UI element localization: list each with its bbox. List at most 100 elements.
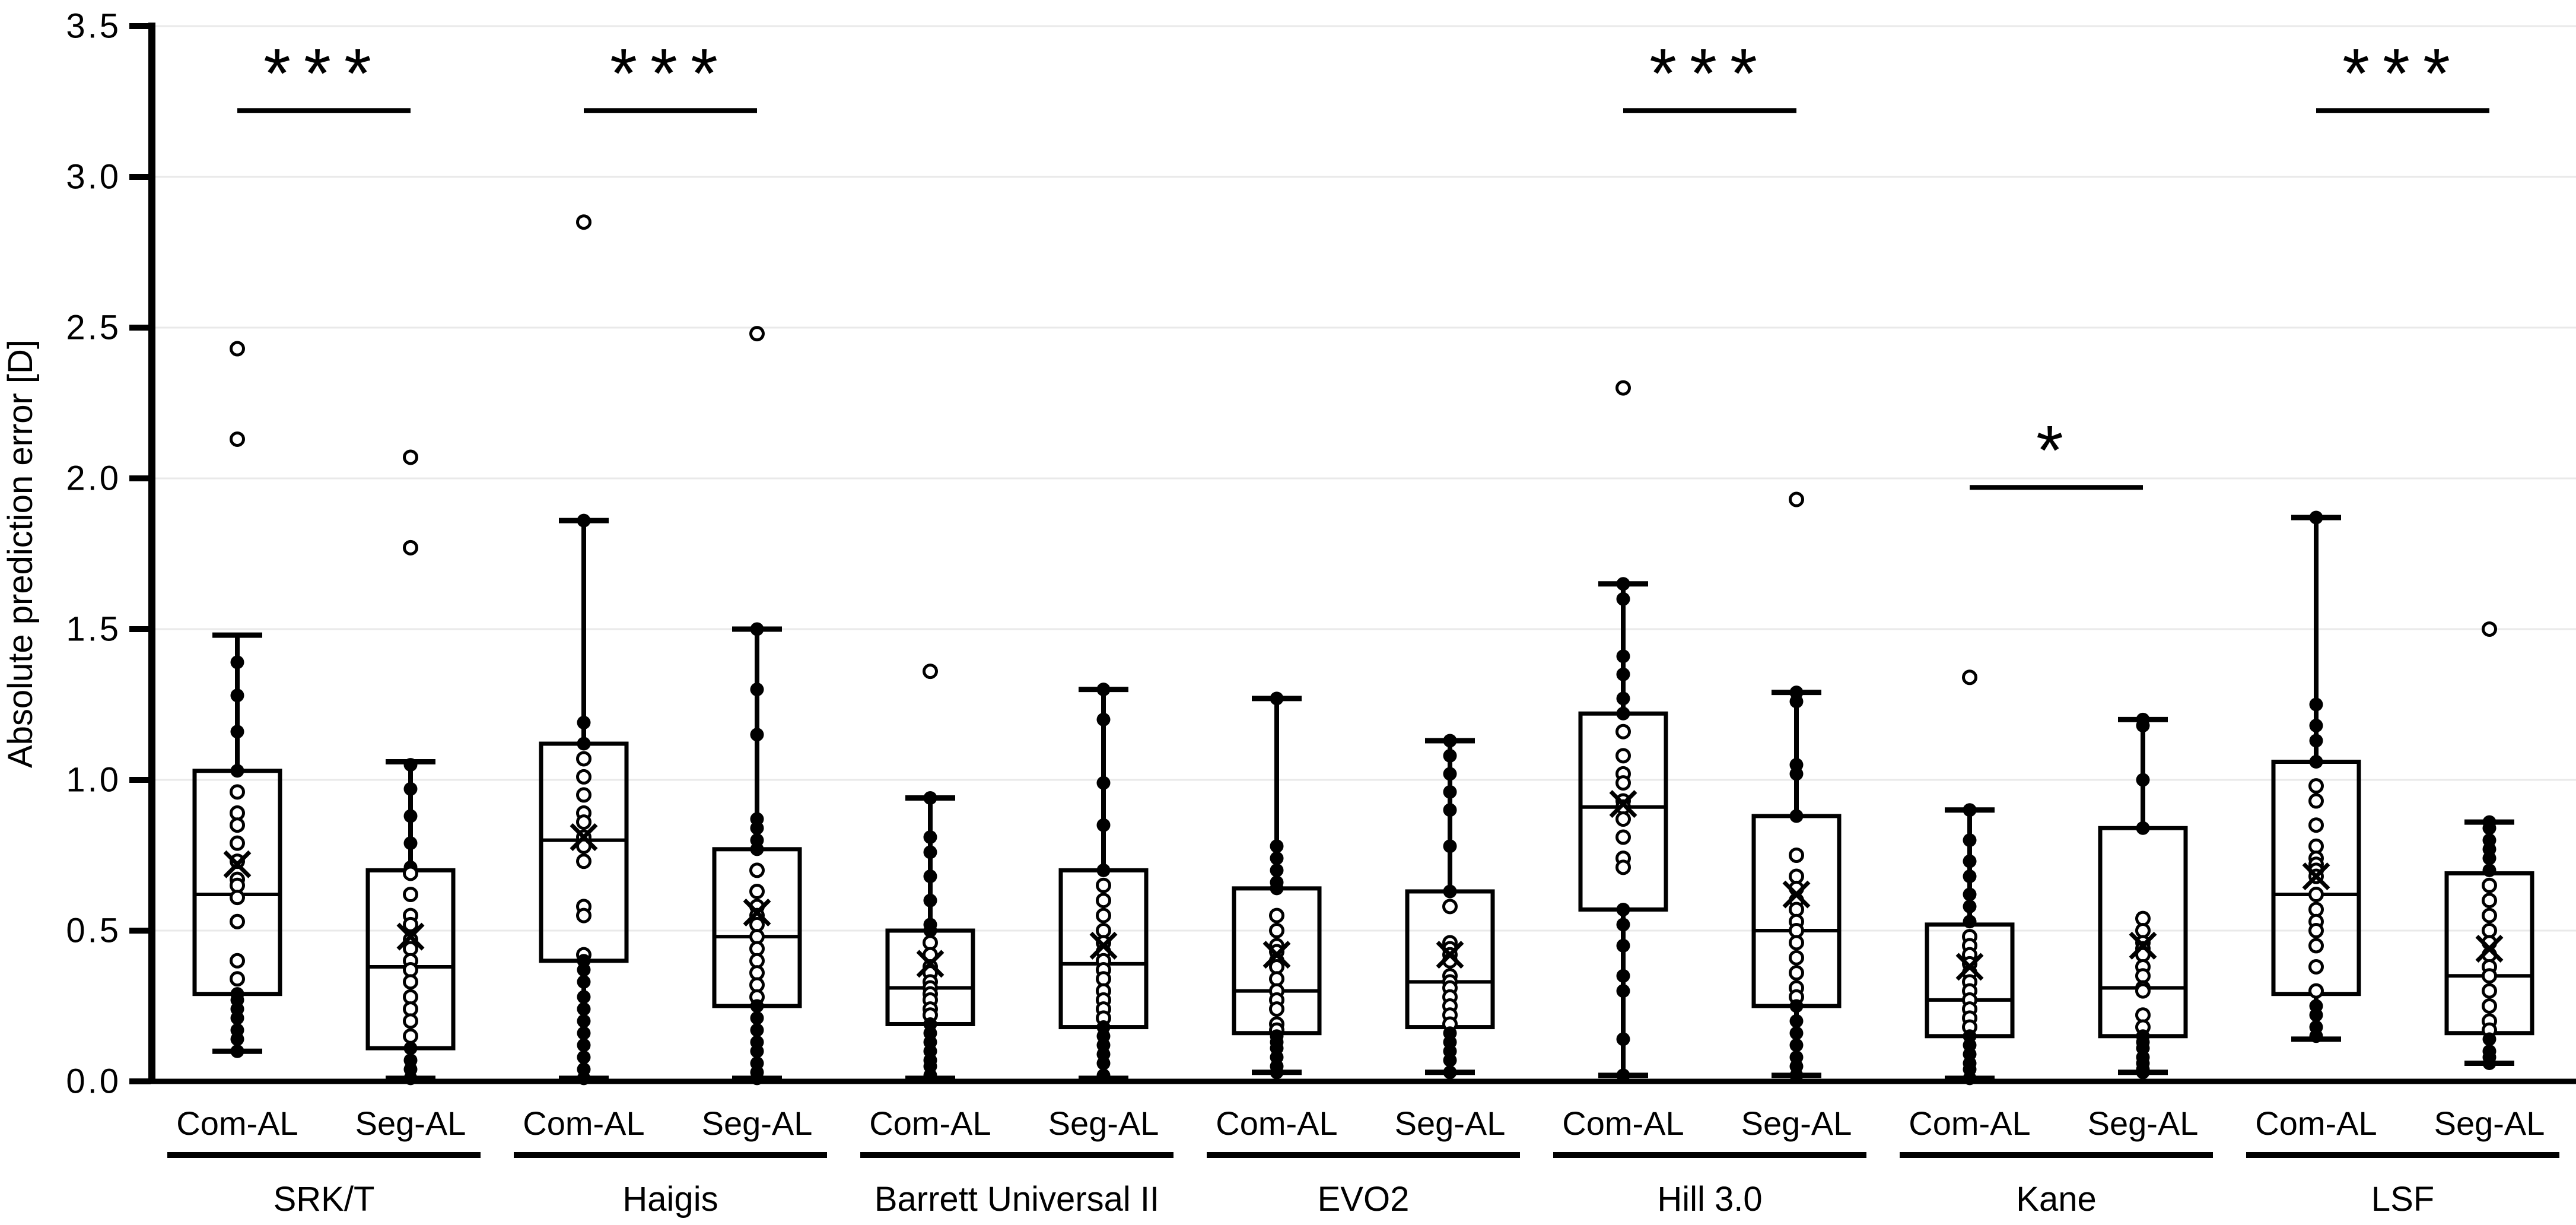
- series-label-com-al: Com-AL: [523, 1105, 644, 1142]
- box-kane-seg-al-data-point: [2136, 773, 2150, 787]
- box-evo2-seg-al-data-point: [1443, 734, 1457, 748]
- box-hill-3-0-com-al-data-point: [1616, 649, 1630, 664]
- box-hill-3-0-seg-al-outlier-point: [1789, 491, 1804, 507]
- box-srk-t-com-al-data-point: [230, 688, 244, 703]
- box-hill-3-0-com-al-data-point: [1616, 577, 1630, 591]
- box-barrett-universal-ii-com-al-data-point: [923, 923, 937, 938]
- box-haigis-seg-al-data-point: [750, 1023, 764, 1037]
- box-kane-seg-al-data-point: [2136, 821, 2150, 835]
- box-srk-t-com-al-data-point: [230, 817, 245, 833]
- box-lsf-com-al-data-point: [2308, 959, 2324, 975]
- box-barrett-universal-ii-com-al-data-point: [923, 791, 937, 805]
- box-haigis-seg-al-data-point: [750, 622, 764, 636]
- box-lsf-com-al-data-point: [2308, 923, 2324, 938]
- series-label-seg-al: Seg-AL: [702, 1105, 813, 1142]
- box-lsf-seg-al-data-point: [2482, 877, 2497, 893]
- group-label-srk-t: SRK/T: [273, 1180, 375, 1218]
- box-hill-3-0-seg-al-data-point: [1789, 809, 1804, 823]
- box-evo2-com-al-data-point: [1270, 839, 1284, 853]
- box-hill-3-0-com-al-data-point: [1615, 775, 1631, 791]
- box-evo2-com-al-data-point: [1270, 881, 1284, 896]
- box-haigis-com-al-data-point: [577, 1026, 591, 1040]
- group-label-evo2: EVO2: [1318, 1180, 1410, 1218]
- box-evo2-com-al-data-point: [1270, 1065, 1284, 1080]
- box-haigis-seg-al-data-point: [750, 1011, 764, 1025]
- box-srk-t-seg-al-data-point: [403, 1041, 418, 1055]
- box-kane-com-al-data-point: [1963, 887, 1977, 902]
- y-tick-label: 0.5: [66, 912, 121, 950]
- group-label-hill-3-0: Hill 3.0: [1657, 1180, 1762, 1218]
- y-tick-label: 1.5: [66, 610, 121, 649]
- box-lsf-com-al-data-point: [2308, 938, 2324, 954]
- box-kane-com-al-data-point: [1963, 1071, 1977, 1086]
- box-srk-t-com-al-data-point: [230, 1032, 244, 1046]
- box-hill-3-0-com-al-data-point: [1616, 1032, 1630, 1046]
- box-haigis-seg-al-data-point: [750, 821, 764, 835]
- series-label-com-al: Com-AL: [1562, 1105, 1684, 1142]
- y-tick-label: 0.0: [66, 1062, 121, 1101]
- box-lsf-seg-al-mean-marker: [2475, 935, 2504, 963]
- box-haigis-com-al-data-point: [576, 769, 591, 785]
- box-kane-seg-al-data-point: [2135, 983, 2151, 999]
- box-haigis-seg-al-data-point: [749, 883, 765, 899]
- box-lsf-com-al-data-point: [2309, 697, 2323, 712]
- box-hill-3-0-com-al-data-point: [1615, 859, 1631, 875]
- series-label-seg-al: Seg-AL: [355, 1105, 466, 1142]
- box-srk-t-seg-al-data-point: [403, 758, 418, 772]
- group-label-lsf: LSF: [2371, 1180, 2434, 1218]
- box-evo2-seg-al-mean-marker: [1436, 941, 1464, 969]
- significance-stars-srk-t: ***: [263, 34, 384, 113]
- box-barrett-universal-ii-com-al-data-point: [923, 845, 937, 859]
- box-evo2-seg-al-data-point: [1443, 785, 1457, 799]
- box-haigis-seg-al-data-point: [750, 999, 764, 1013]
- box-srk-t-seg-al-data-point: [403, 916, 418, 932]
- box-lsf-seg-al-data-point: [2482, 893, 2497, 909]
- box-evo2-seg-al-data-point: [1443, 1065, 1457, 1080]
- box-haigis-com-al-data-point: [577, 715, 591, 729]
- box-lsf-com-al-data-point: [2309, 719, 2323, 733]
- box-haigis-com-al-data-point: [576, 787, 591, 803]
- box-lsf-com-al-data-point: [2309, 510, 2323, 525]
- box-srk-t-seg-al-data-point: [403, 974, 418, 990]
- box-barrett-universal-ii-com-al-data-point: [923, 1068, 937, 1083]
- group-label-haigis: Haigis: [622, 1180, 718, 1218]
- box-srk-t-seg-al-outlier-point: [403, 539, 418, 556]
- box-srk-t-seg-al-data-point: [403, 887, 418, 903]
- box-srk-t-com-al-data-point: [230, 725, 244, 739]
- significance-stars-kane: *: [2036, 411, 2076, 490]
- box-srk-t-seg-al-data-point: [403, 782, 418, 796]
- box-lsf-com-al-data-point: [2308, 887, 2324, 903]
- box-hill-3-0-seg-al-data-point: [1789, 1068, 1804, 1083]
- box-srk-t-seg-al-data-point: [403, 1071, 418, 1086]
- box-barrett-universal-ii-com-al-data-point: [923, 830, 937, 845]
- box-hill-3-0-com-al-outlier-point: [1615, 380, 1631, 396]
- box-lsf-com-al-data-point: [2308, 778, 2324, 794]
- box-lsf-seg-al-data-point: [2482, 968, 2497, 984]
- box-barrett-universal-ii-seg-al-mean-marker: [1089, 931, 1118, 960]
- box-kane-com-al-outlier-point: [1962, 669, 1977, 686]
- box-hill-3-0-seg-al-data-point: [1789, 1026, 1804, 1040]
- box-lsf-seg-al-data-point: [2482, 821, 2497, 835]
- box-haigis-com-al-data-point: [576, 907, 591, 923]
- box-lsf-seg-al-data-point: [2482, 851, 2497, 865]
- series-label-com-al: Com-AL: [2255, 1105, 2377, 1142]
- box-evo2-seg-al-data-point: [1443, 1053, 1457, 1067]
- box-evo2-com-al-data-point: [1269, 923, 1284, 938]
- box-lsf-com-al-data-point: [2308, 793, 2324, 809]
- box-haigis-com-al-mean-marker: [570, 823, 598, 851]
- box-haigis-seg-al-data-point: [750, 842, 764, 856]
- box-srk-t-com-al-mean-marker: [223, 850, 252, 878]
- box-srk-t-com-al-data-point: [230, 835, 245, 851]
- series-label-seg-al: Seg-AL: [1395, 1105, 1506, 1142]
- box-lsf-com-al-data-point: [2309, 1029, 2323, 1043]
- significance-stars-haigis: ***: [610, 34, 731, 113]
- box-lsf-seg-al-data-point: [2482, 863, 2497, 877]
- box-lsf-com-al-mean-marker: [2302, 862, 2330, 891]
- box-evo2-com-al-data-point: [1270, 863, 1284, 877]
- box-hill-3-0-com-al-data-point: [1616, 969, 1630, 983]
- box-haigis-seg-al-data-point: [750, 1071, 764, 1086]
- series-label-com-al: Com-AL: [1909, 1105, 2030, 1142]
- box-evo2-com-al-data-point: [1269, 1001, 1284, 1017]
